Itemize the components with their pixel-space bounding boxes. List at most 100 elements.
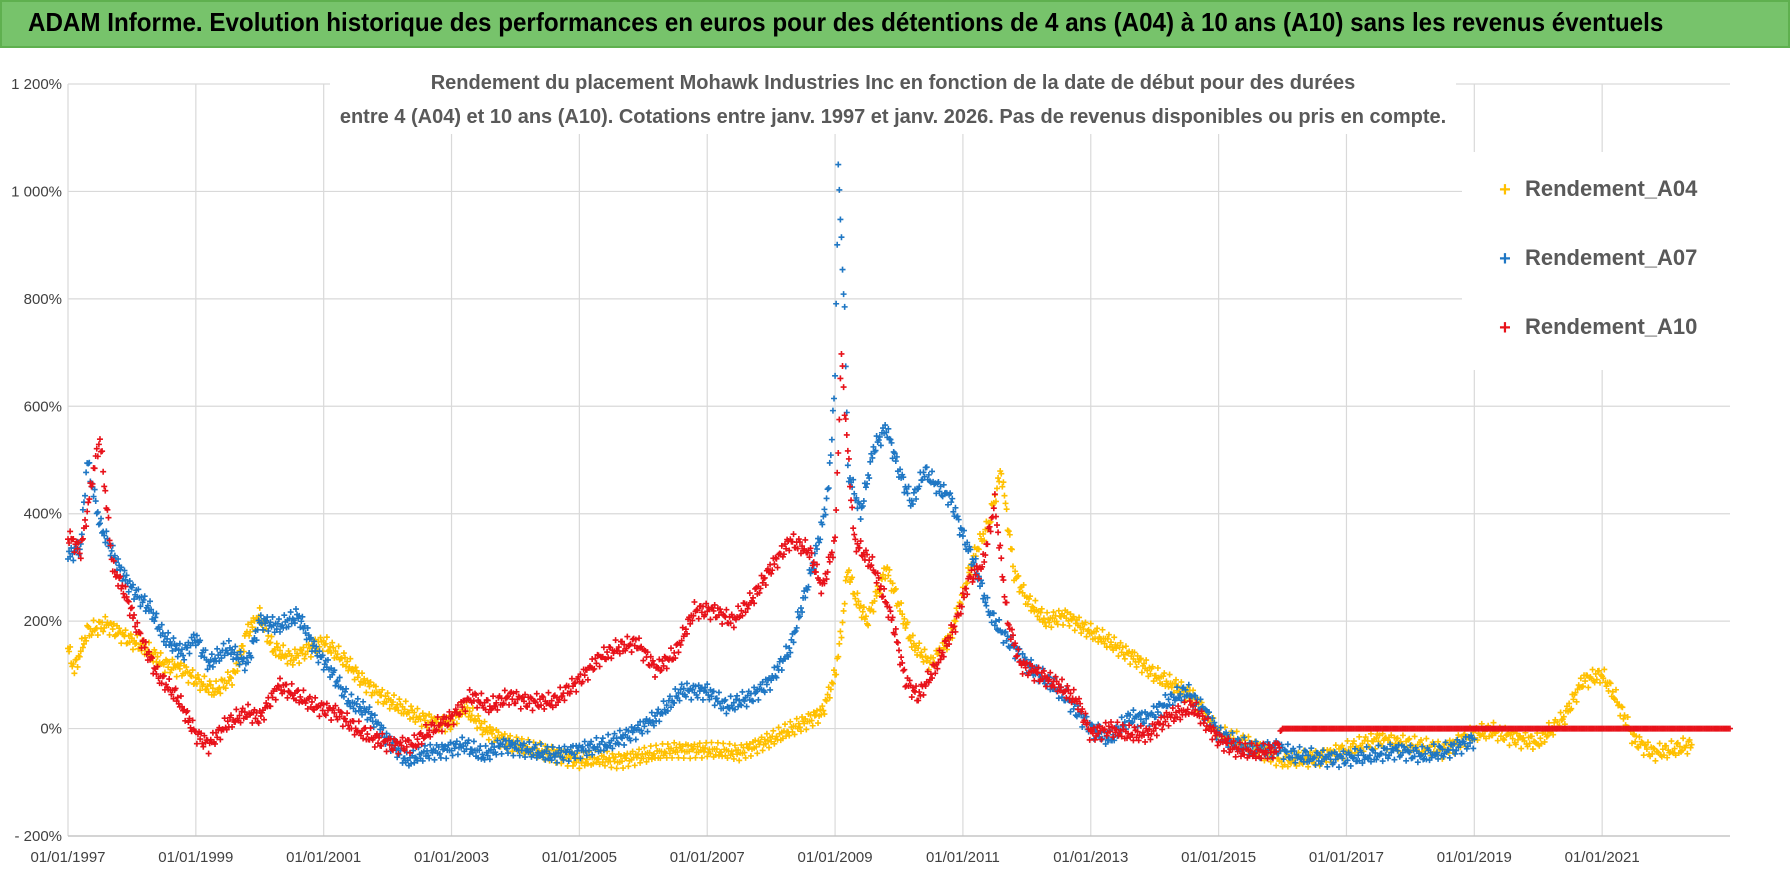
data-point (772, 554, 779, 561)
data-point (833, 507, 840, 514)
data-point (1002, 500, 1009, 507)
data-point (116, 625, 123, 632)
data-point (782, 655, 789, 662)
data-point (616, 727, 623, 734)
data-point (398, 742, 405, 749)
data-point (355, 718, 362, 725)
data-point (802, 536, 809, 543)
data-point (1110, 734, 1117, 741)
data-point (205, 689, 212, 696)
data-point (191, 637, 198, 644)
data-point (754, 750, 761, 757)
data-point (299, 613, 306, 620)
data-point (468, 712, 475, 719)
data-point (809, 722, 816, 729)
data-point (1138, 669, 1145, 676)
data-point (671, 699, 678, 706)
data-point (1175, 703, 1182, 710)
data-point (1110, 647, 1117, 654)
data-point (401, 706, 408, 713)
data-point (513, 688, 520, 695)
data-point (1096, 723, 1103, 730)
data-point (820, 577, 827, 584)
data-point (782, 541, 789, 548)
data-point (852, 536, 859, 543)
data-point (1089, 730, 1096, 737)
data-point (335, 643, 342, 650)
data-point (871, 598, 878, 605)
data-point (652, 673, 659, 680)
data-point (893, 453, 900, 460)
data-point (738, 607, 745, 614)
data-point (154, 663, 161, 670)
data-point (1101, 640, 1108, 647)
data-point (632, 636, 639, 643)
data-point (921, 646, 928, 653)
x-tick-label: 01/01/2007 (670, 849, 745, 866)
data-point (1067, 611, 1074, 618)
data-point (197, 687, 204, 694)
data-point (889, 614, 896, 621)
data-point (947, 634, 954, 641)
data-point (71, 670, 78, 677)
data-point (66, 539, 73, 546)
data-point (1120, 651, 1127, 658)
data-point (822, 511, 829, 518)
data-point (476, 747, 483, 754)
data-point (821, 580, 828, 587)
data-point (590, 666, 597, 673)
data-point (484, 729, 491, 736)
data-point (920, 658, 927, 665)
data-point (241, 667, 248, 674)
data-point (1174, 684, 1181, 691)
data-point (1001, 492, 1008, 499)
data-point (1051, 684, 1058, 691)
data-point (965, 564, 972, 571)
data-point (386, 705, 393, 712)
data-point (245, 659, 252, 666)
data-point (236, 712, 243, 719)
data-point (900, 667, 907, 674)
data-point (344, 658, 351, 665)
data-point (671, 739, 678, 746)
data-point (1674, 739, 1681, 746)
data-point (889, 580, 896, 587)
data-point (184, 644, 191, 651)
data-point (486, 723, 493, 730)
data-point (872, 588, 879, 595)
data-point (198, 653, 205, 660)
data-point (503, 745, 510, 752)
data-point (669, 754, 676, 761)
data-point (1632, 738, 1639, 745)
data-point (147, 598, 154, 605)
data-point (715, 689, 722, 696)
data-point (758, 734, 765, 741)
data-point (679, 624, 686, 631)
data-point (284, 660, 291, 667)
data-point (661, 706, 668, 713)
data-point (964, 591, 971, 598)
data-point (1142, 738, 1149, 745)
data-point (718, 749, 725, 756)
data-point (1636, 733, 1643, 740)
data-point (883, 599, 890, 606)
data-point (442, 743, 449, 750)
data-point (301, 655, 308, 662)
data-point (253, 709, 260, 716)
data-point (447, 739, 454, 746)
data-point (819, 703, 826, 710)
data-point (980, 595, 987, 602)
data-point (1299, 752, 1306, 759)
data-point (821, 711, 828, 718)
data-point (378, 742, 385, 749)
data-point (251, 706, 258, 713)
data-point (909, 684, 916, 691)
data-point (581, 672, 588, 679)
data-point (84, 622, 91, 629)
data-point (240, 655, 247, 662)
data-point (609, 745, 616, 752)
data-point (1344, 757, 1351, 764)
data-point (1003, 506, 1010, 513)
data-point (579, 678, 586, 685)
data-point (856, 544, 863, 551)
